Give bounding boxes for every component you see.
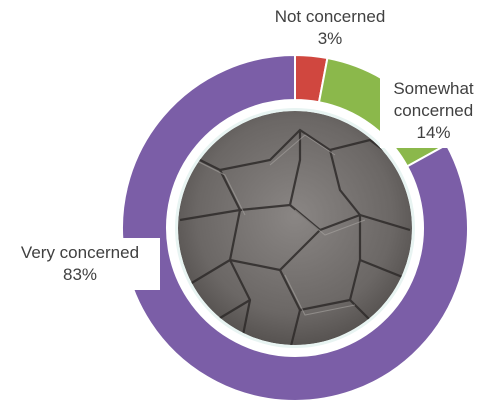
- category-label: Somewhat concerned: [393, 79, 474, 120]
- category-label: Not concerned: [274, 7, 386, 26]
- value-label: 83%: [62, 265, 98, 284]
- value-label: 14%: [416, 123, 451, 142]
- data-label: Not concerned 3%: [256, 2, 404, 54]
- data-label: Somewhat concerned 14%: [380, 74, 487, 148]
- value-label: 3%: [317, 29, 343, 48]
- data-label: Very concerned 83%: [0, 238, 160, 290]
- donut-slice: [121, 53, 469, 402]
- category-label: Very concerned: [20, 243, 140, 262]
